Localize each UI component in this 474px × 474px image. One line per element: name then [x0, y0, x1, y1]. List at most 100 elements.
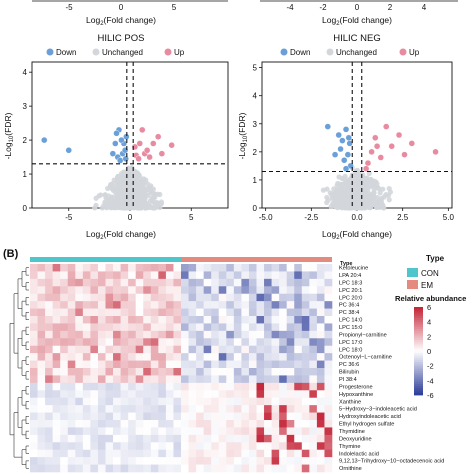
x-tick-label: 0.0 [351, 213, 363, 222]
heatmap-cell [30, 375, 38, 384]
heatmap-cell [181, 264, 189, 272]
heatmap-cell [120, 301, 129, 309]
top-right-tick-4: 4 [422, 3, 427, 12]
point-down [342, 165, 350, 172]
heatmap-cell [309, 420, 318, 428]
heatmap-cell [105, 271, 114, 280]
point-up [136, 140, 144, 147]
heatmap-row-label: LPC 20:1 [339, 288, 362, 294]
heatmap-cell [105, 368, 114, 376]
heatmap-cell [271, 382, 280, 391]
heatmap-cell [279, 449, 287, 458]
heatmap-cell [120, 420, 129, 428]
heatmap-cell [37, 375, 46, 384]
heatmap-cell [211, 457, 220, 465]
heatmap-cell [90, 375, 99, 384]
heatmap-cell [75, 316, 84, 324]
heatmap-cell [181, 301, 189, 309]
top-right-tick-2: 0 [355, 3, 360, 12]
heatmap-cell [324, 449, 333, 458]
heatmap-cell [120, 390, 129, 399]
heatmap-cell [158, 375, 167, 384]
heatmap-cell [52, 301, 61, 309]
heatmap-cell [188, 390, 197, 399]
heatmap-row-label: Hydroxyindoleacetic acid [339, 414, 401, 420]
heatmap-cell [128, 427, 136, 436]
heatmap-cell [120, 442, 129, 451]
heatmap-cell [309, 390, 318, 399]
heatmap-cell [37, 412, 46, 421]
point-down [339, 137, 346, 144]
heatmap-cell [52, 449, 61, 458]
heatmap-cell [165, 464, 174, 473]
heatmap-cell [30, 301, 38, 309]
heatmap-cell [45, 368, 53, 376]
heatmap-cell [279, 375, 287, 384]
heatmap-cell [90, 323, 99, 332]
heatmap-cell [128, 330, 136, 339]
heatmap-cell [286, 464, 295, 473]
heatmap-cell [218, 278, 227, 287]
heatmap-cell [143, 434, 152, 443]
heatmap-cell [181, 278, 189, 287]
heatmap-cell [294, 412, 303, 421]
colorbar-segment [414, 353, 423, 356]
heatmap-cell [30, 427, 38, 436]
heatmap-cell [165, 449, 174, 458]
heatmap-cell [241, 449, 250, 458]
point-down [41, 136, 48, 144]
heatmap-cell [279, 278, 287, 287]
heatmap-cell [294, 368, 303, 376]
heatmap-cell [113, 375, 121, 384]
heatmap-cell [203, 330, 212, 339]
heatmap-cell [218, 293, 227, 302]
heatmap-cell [286, 293, 295, 302]
heatmap-cell [188, 353, 197, 361]
heatmap-cell [135, 271, 144, 280]
heatmap-cell [120, 368, 129, 376]
heatmap-cell [233, 434, 242, 443]
heatmap-cell [218, 286, 227, 295]
heatmap-cell [105, 420, 114, 428]
heatmap-cell [158, 360, 167, 369]
x-tick-label: 0 [128, 213, 133, 222]
heatmap-cell [316, 353, 325, 361]
volcano-ylabel-neg: -Log10(FDR) [237, 112, 249, 159]
heatmap-cell [271, 316, 280, 324]
heatmap-cell [113, 345, 121, 354]
heatmap-cell [150, 345, 159, 354]
point-down [331, 151, 339, 158]
heatmap-cell [128, 271, 136, 280]
heatmap-cell [90, 434, 99, 443]
heatmap-cell [120, 345, 129, 354]
heatmap-cell [30, 442, 38, 451]
heatmap-cell [264, 301, 272, 309]
heatmap-cell [294, 390, 303, 399]
heatmap-cell [264, 442, 272, 451]
heatmap-cell [67, 301, 76, 309]
heatmap-cell [82, 449, 91, 458]
heatmap-cell [279, 442, 287, 451]
heatmap-cell [90, 316, 99, 324]
heatmap-cell [60, 405, 69, 413]
heatmap-cell [128, 286, 136, 295]
heatmap-cell [173, 345, 182, 354]
heatmap-cell [226, 412, 235, 421]
point-unchanged [366, 204, 372, 210]
heatmap-cell [113, 286, 121, 295]
point-unchanged [118, 175, 125, 182]
heatmap-cell [181, 293, 189, 302]
heatmap-cell [150, 293, 159, 302]
heatmap-cell [316, 271, 325, 280]
heatmap-cell [264, 382, 272, 391]
heatmap-cell [113, 457, 121, 465]
heatmap-cell [248, 360, 257, 369]
heatmap-cell [120, 316, 129, 324]
heatmap-cell [316, 382, 325, 391]
heatmap-cell [324, 420, 333, 428]
heatmap-cell [97, 420, 106, 428]
heatmap-cell [37, 345, 46, 354]
heatmap-cell [158, 427, 167, 436]
heatmap-cell [294, 271, 303, 280]
heatmap-cell [256, 264, 265, 272]
